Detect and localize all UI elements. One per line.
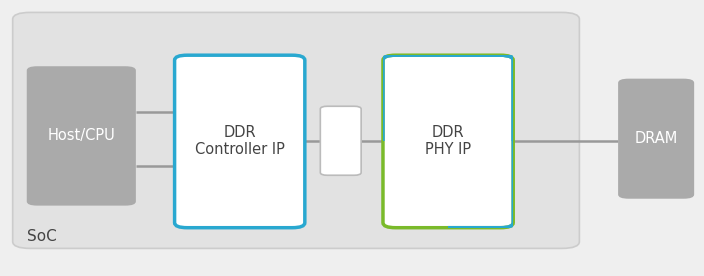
Text: DRAM: DRAM: [634, 131, 678, 146]
Text: DDR
Controller IP: DDR Controller IP: [195, 124, 284, 157]
FancyBboxPatch shape: [383, 55, 513, 228]
Text: DDR
PHY IP: DDR PHY IP: [425, 124, 471, 157]
FancyBboxPatch shape: [320, 106, 361, 175]
FancyBboxPatch shape: [27, 66, 136, 206]
FancyBboxPatch shape: [618, 79, 694, 199]
FancyBboxPatch shape: [175, 55, 305, 228]
Text: DFI: DFI: [331, 134, 351, 147]
Text: Host/CPU: Host/CPU: [48, 128, 115, 143]
FancyBboxPatch shape: [13, 12, 579, 248]
Text: SoC: SoC: [27, 229, 56, 244]
